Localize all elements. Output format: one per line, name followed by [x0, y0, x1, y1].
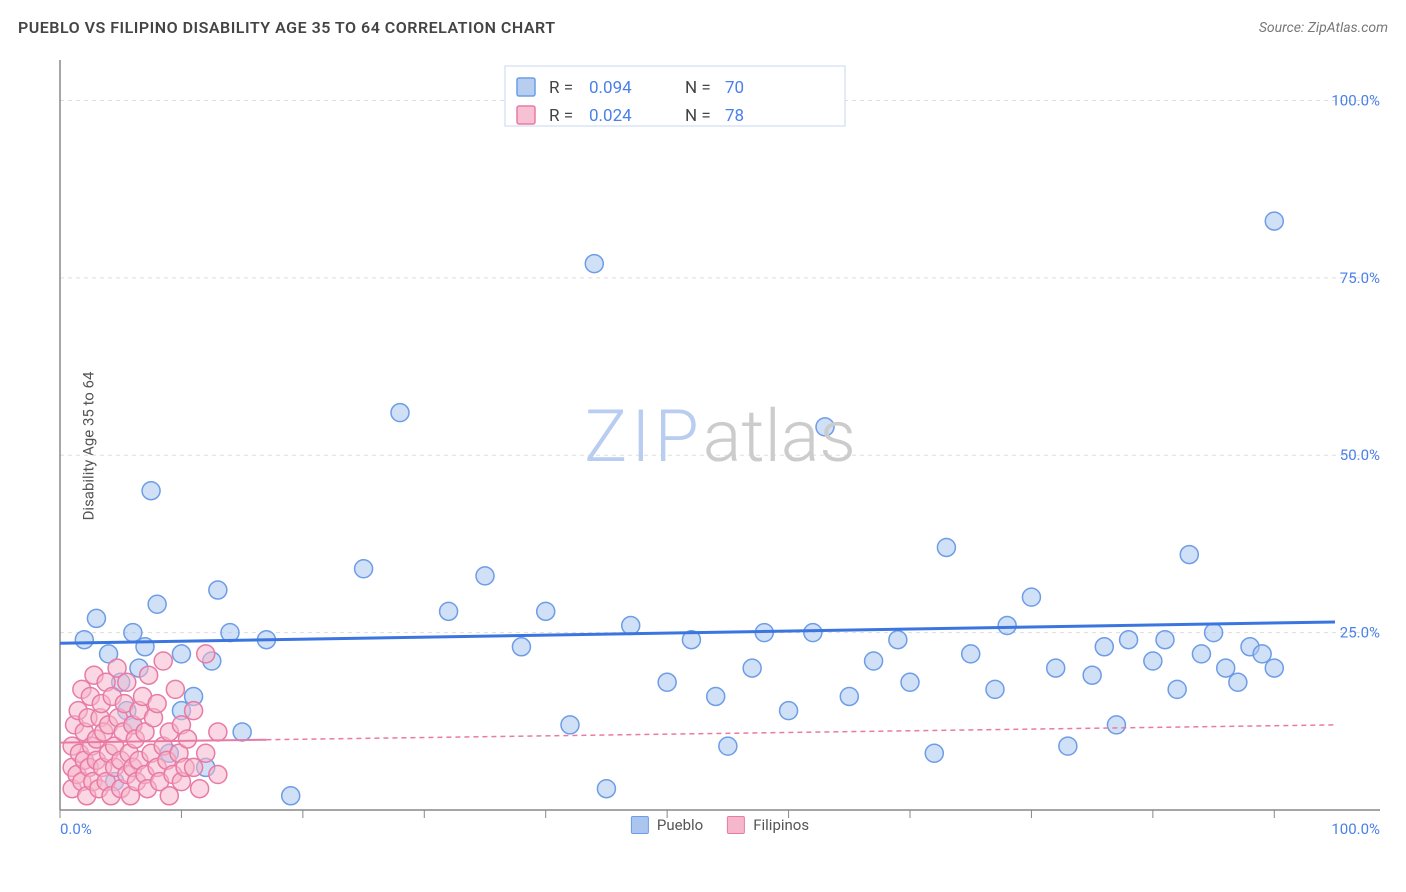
data-point: [1047, 659, 1065, 677]
data-point: [1192, 645, 1210, 663]
stats-r-value: 0.094: [589, 78, 632, 98]
y-tick-label: 75.0%: [1340, 269, 1380, 287]
data-point: [148, 595, 166, 613]
plot-area: 25.0% 50.0% 75.0% 100.0% 0.0% 100.0% R = 0.094 N…: [50, 50, 1390, 840]
data-point: [191, 780, 209, 798]
data-point: [142, 482, 160, 500]
data-point: [209, 766, 227, 784]
trend-line-filipinos-dashed: [266, 725, 1335, 740]
data-point: [185, 702, 203, 720]
data-point: [118, 673, 136, 691]
legend-item-filipinos: Filipinos: [727, 816, 809, 834]
data-point: [166, 680, 184, 698]
data-point: [998, 617, 1016, 635]
data-point: [585, 255, 603, 273]
stats-r-label: R =: [549, 78, 573, 98]
title-bar: PUEBLO VS FILIPINO DISABILITY AGE 35 TO …: [18, 18, 1388, 37]
data-point: [1144, 652, 1162, 670]
data-point: [901, 673, 919, 691]
data-point: [889, 631, 907, 649]
stats-n-label: N =: [685, 106, 711, 126]
stats-swatch: [517, 106, 535, 124]
data-point: [179, 730, 197, 748]
data-point: [865, 652, 883, 670]
data-point: [1265, 659, 1283, 677]
legend-swatch: [631, 816, 649, 834]
data-point: [840, 687, 858, 705]
data-point: [209, 581, 227, 599]
legend-bottom: Pueblo Filipinos: [631, 816, 809, 834]
y-tick-label: 100.0%: [1331, 91, 1380, 109]
data-point: [1083, 666, 1101, 684]
data-point: [440, 602, 458, 620]
data-point: [172, 645, 190, 663]
data-point: [140, 666, 158, 684]
data-point: [1180, 546, 1198, 564]
data-point: [1022, 588, 1040, 606]
data-point: [1229, 673, 1247, 691]
data-point: [816, 418, 834, 436]
data-point: [743, 659, 761, 677]
data-point: [233, 723, 251, 741]
data-point: [962, 645, 980, 663]
data-point: [282, 787, 300, 805]
data-point: [1156, 631, 1174, 649]
data-point: [476, 567, 494, 585]
data-point: [1107, 716, 1125, 734]
data-point: [1059, 737, 1077, 755]
data-point: [937, 538, 955, 556]
data-point: [804, 624, 822, 642]
data-point: [154, 652, 172, 670]
data-point: [986, 680, 1004, 698]
data-point: [75, 631, 93, 649]
data-point: [209, 723, 227, 741]
data-point: [87, 609, 105, 627]
chart-title: PUEBLO VS FILIPINO DISABILITY AGE 35 TO …: [18, 18, 556, 37]
scatter-chart: 25.0% 50.0% 75.0% 100.0% 0.0% 100.0% R = 0.094 N…: [50, 50, 1390, 840]
data-point: [707, 687, 725, 705]
legend-item-pueblo: Pueblo: [631, 816, 703, 834]
data-point: [185, 758, 203, 776]
data-point: [512, 638, 530, 656]
data-point: [1217, 659, 1235, 677]
legend-label: Pueblo: [657, 816, 703, 834]
stats-r-value: 0.024: [589, 106, 632, 126]
legend-swatch: [727, 816, 745, 834]
data-point: [160, 787, 178, 805]
data-point: [1265, 212, 1283, 230]
x-max-label: 100.0%: [1331, 820, 1380, 838]
data-point: [197, 645, 215, 663]
y-tick-label: 25.0%: [1340, 624, 1380, 642]
data-point: [197, 744, 215, 762]
data-point: [1168, 680, 1186, 698]
data-point: [537, 602, 555, 620]
data-point: [1120, 631, 1138, 649]
legend-label: Filipinos: [753, 816, 809, 834]
data-point: [622, 617, 640, 635]
data-point: [561, 716, 579, 734]
data-point: [597, 780, 615, 798]
data-point: [719, 737, 737, 755]
series-pueblo: [75, 212, 1283, 805]
stats-swatch: [517, 78, 535, 96]
data-point: [148, 695, 166, 713]
data-point: [355, 560, 373, 578]
stats-n-value: 78: [725, 106, 744, 126]
data-point: [124, 624, 142, 642]
series-filipinos: [63, 645, 227, 805]
source-label: Source: ZipAtlas.com: [1259, 20, 1388, 36]
stats-n-value: 70: [725, 78, 744, 98]
stats-n-label: N =: [685, 78, 711, 98]
data-point: [1205, 624, 1223, 642]
stats-r-label: R =: [549, 106, 573, 126]
y-tick-label: 50.0%: [1340, 446, 1380, 464]
data-point: [658, 673, 676, 691]
data-point: [780, 702, 798, 720]
data-point: [1095, 638, 1113, 656]
data-point: [391, 404, 409, 422]
data-point: [1253, 645, 1271, 663]
data-point: [925, 744, 943, 762]
x-min-label: 0.0%: [60, 820, 92, 838]
